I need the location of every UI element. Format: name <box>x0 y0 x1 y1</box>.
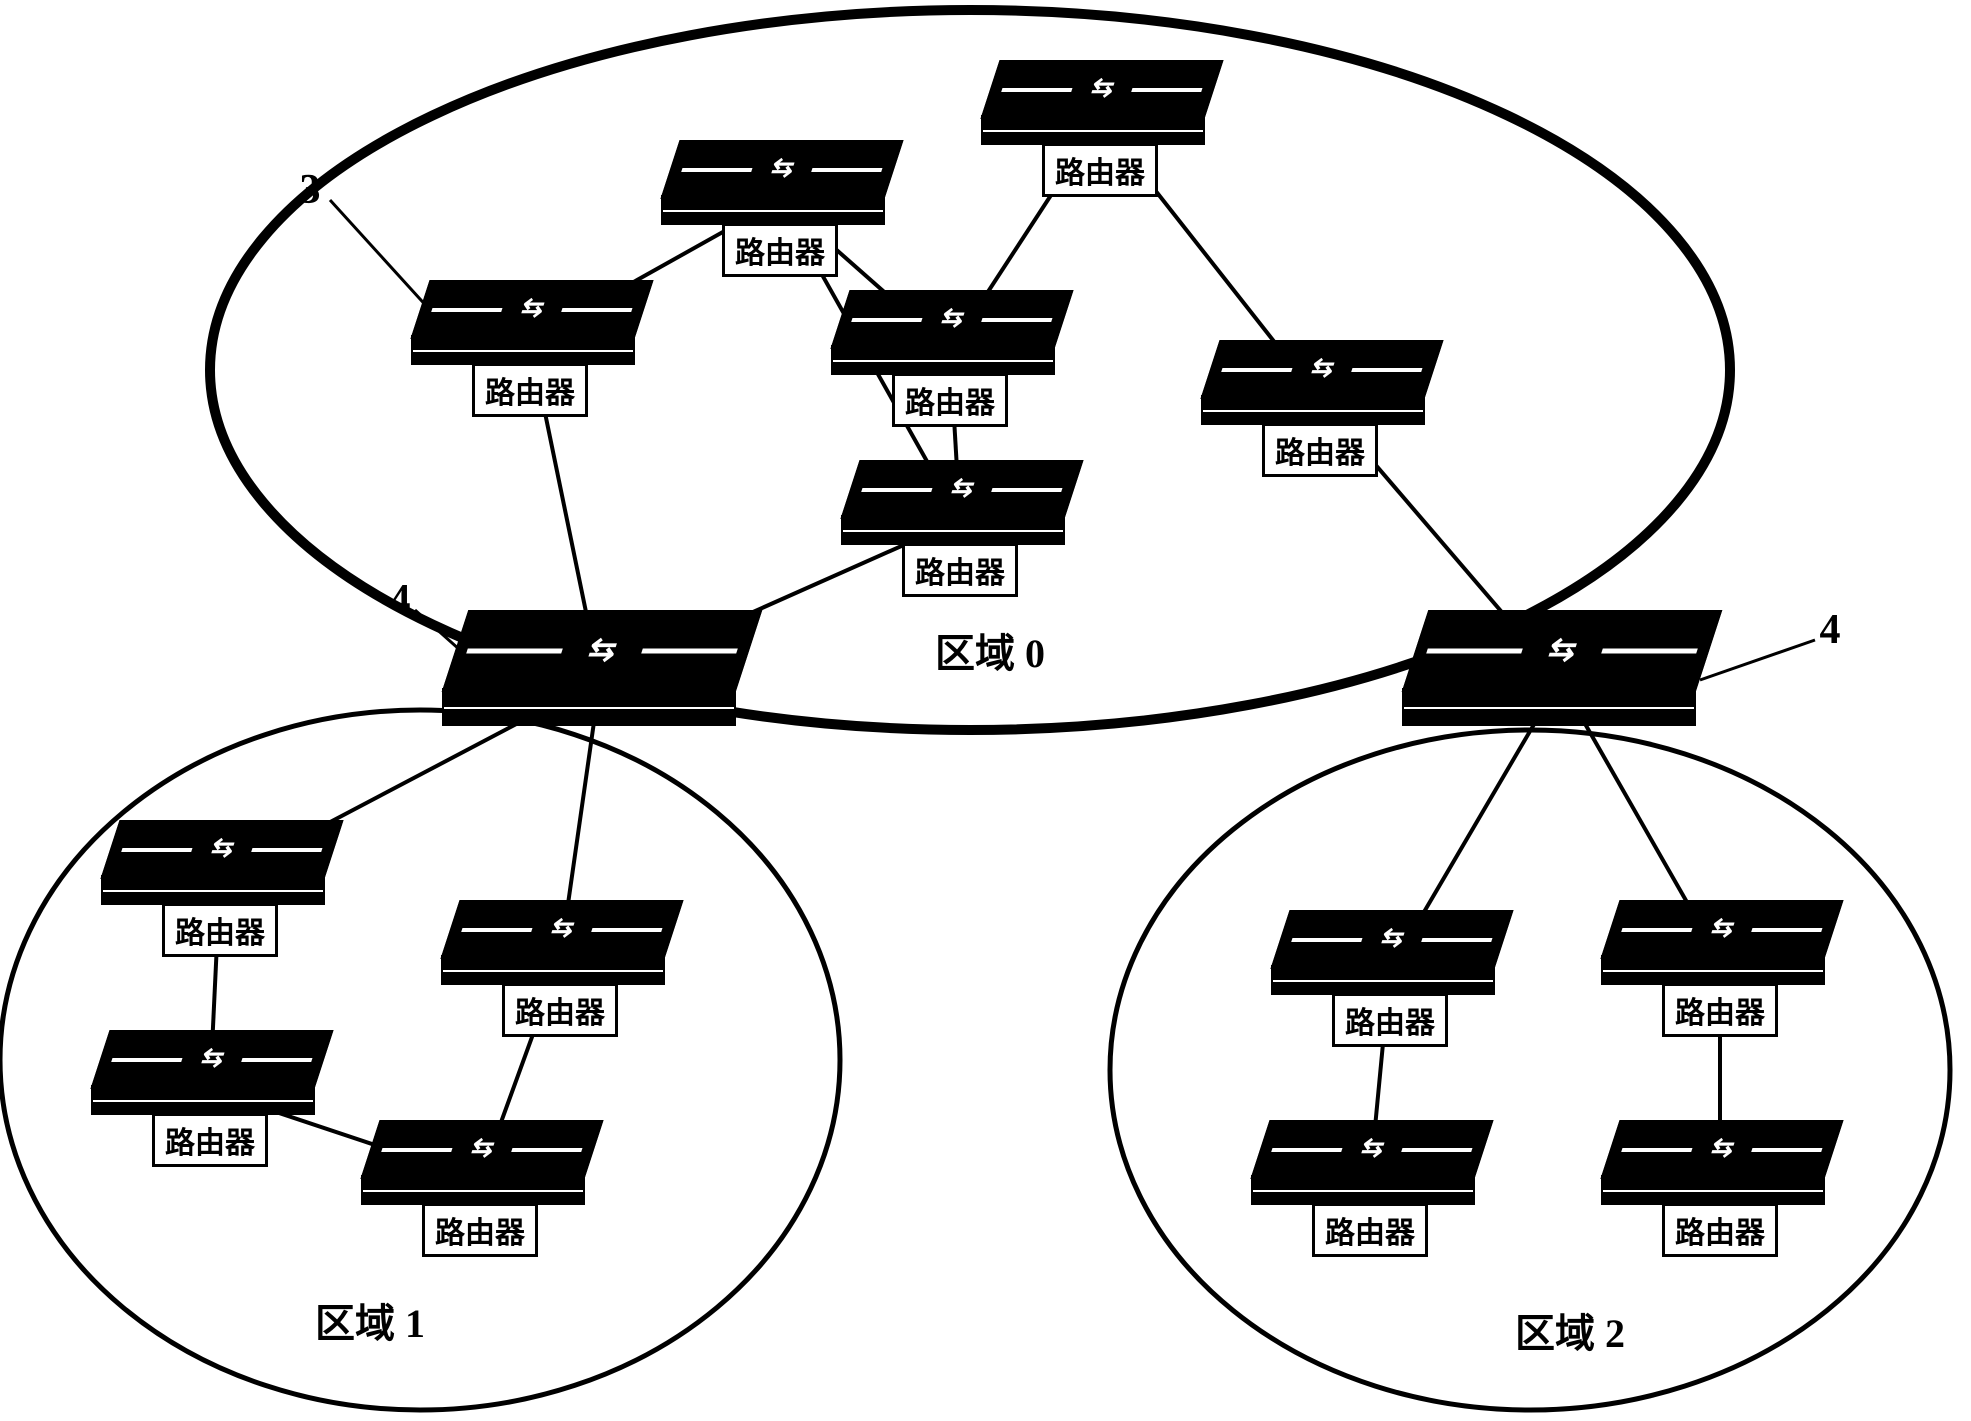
router-r9: ⇆路由器 <box>100 1030 320 1150</box>
router-r14: ⇆路由器 <box>1610 1120 1830 1240</box>
router-r12: ⇆路由器 <box>1610 900 1830 1020</box>
router-label: 路由器 <box>152 1113 268 1167</box>
router-front <box>841 515 1065 545</box>
router-label: 路由器 <box>472 363 588 417</box>
router-front <box>1251 1175 1475 1205</box>
router-r1: ⇆路由器 <box>990 60 1210 180</box>
router-front <box>831 345 1055 375</box>
router-r3: ⇆路由器 <box>420 280 640 400</box>
router-arrows-icon: ⇆ <box>1271 910 1509 965</box>
callout-c4b: 4 <box>1820 606 1841 654</box>
router-label: 路由器 <box>1662 1203 1778 1257</box>
router-label: 路由器 <box>722 223 838 277</box>
router-r6: ⇆路由器 <box>1210 340 1430 460</box>
router-label: 路由器 <box>502 983 618 1037</box>
router-front <box>1402 688 1696 726</box>
router-label: 路由器 <box>1312 1203 1428 1257</box>
router-arrows-icon: ⇆ <box>411 280 649 335</box>
router-front <box>411 335 635 365</box>
router-r8: ⇆路由器 <box>450 900 670 1020</box>
router-label: 路由器 <box>1662 983 1778 1037</box>
router-arrows-icon: ⇆ <box>441 900 679 955</box>
callout-c3: 3 <box>300 166 321 214</box>
router-label: 路由器 <box>422 1203 538 1257</box>
callout-line-0 <box>330 200 430 310</box>
callout-line-1 <box>415 610 460 650</box>
router-arrows-icon: ⇆ <box>661 140 899 195</box>
abr-router-abr1: ⇆ <box>455 610 745 750</box>
callout-line-2 <box>1700 640 1815 680</box>
area-label-area0: 区域 0 <box>935 621 1045 679</box>
router-front <box>1601 955 1825 985</box>
router-arrows-icon: ⇆ <box>1201 340 1439 395</box>
router-arrows-icon: ⇆ <box>361 1120 599 1175</box>
router-label: 路由器 <box>1042 143 1158 197</box>
callout-c4a: 4 <box>390 576 411 624</box>
router-label: 路由器 <box>902 543 1018 597</box>
router-arrows-icon: ⇆ <box>442 610 757 688</box>
router-arrows-icon: ⇆ <box>831 290 1069 345</box>
router-arrows-icon: ⇆ <box>101 820 339 875</box>
router-r10: ⇆路由器 <box>370 1120 590 1240</box>
router-r11: ⇆路由器 <box>1280 910 1500 1030</box>
router-arrows-icon: ⇆ <box>1601 1120 1839 1175</box>
router-arrows-icon: ⇆ <box>1601 900 1839 955</box>
router-label: 路由器 <box>162 903 278 957</box>
router-front <box>91 1085 315 1115</box>
abr-router-abr2: ⇆ <box>1415 610 1705 750</box>
diagram-canvas: ⇆路由器⇆路由器⇆路由器⇆路由器⇆路由器⇆路由器⇆⇆⇆路由器⇆路由器⇆路由器⇆路… <box>0 0 1971 1421</box>
router-front <box>981 115 1205 145</box>
router-r2: ⇆路由器 <box>670 140 890 260</box>
router-r13: ⇆路由器 <box>1260 1120 1480 1240</box>
router-arrows-icon: ⇆ <box>981 60 1219 115</box>
router-label: 路由器 <box>1262 423 1378 477</box>
router-arrows-icon: ⇆ <box>1251 1120 1489 1175</box>
router-r4: ⇆路由器 <box>840 290 1060 410</box>
router-front <box>661 195 885 225</box>
router-arrows-icon: ⇆ <box>841 460 1079 515</box>
router-front <box>101 875 325 905</box>
router-r5: ⇆路由器 <box>850 460 1070 580</box>
router-front <box>1201 395 1425 425</box>
router-front <box>442 688 736 726</box>
router-label: 路由器 <box>1332 993 1448 1047</box>
router-front <box>1601 1175 1825 1205</box>
router-front <box>441 955 665 985</box>
area-label-area1: 区域 1 <box>315 1291 425 1349</box>
router-r7: ⇆路由器 <box>110 820 330 940</box>
router-label: 路由器 <box>892 373 1008 427</box>
area-label-area2: 区域 2 <box>1515 1301 1625 1359</box>
router-front <box>361 1175 585 1205</box>
router-arrows-icon: ⇆ <box>91 1030 329 1085</box>
router-arrows-icon: ⇆ <box>1402 610 1717 688</box>
router-front <box>1271 965 1495 995</box>
